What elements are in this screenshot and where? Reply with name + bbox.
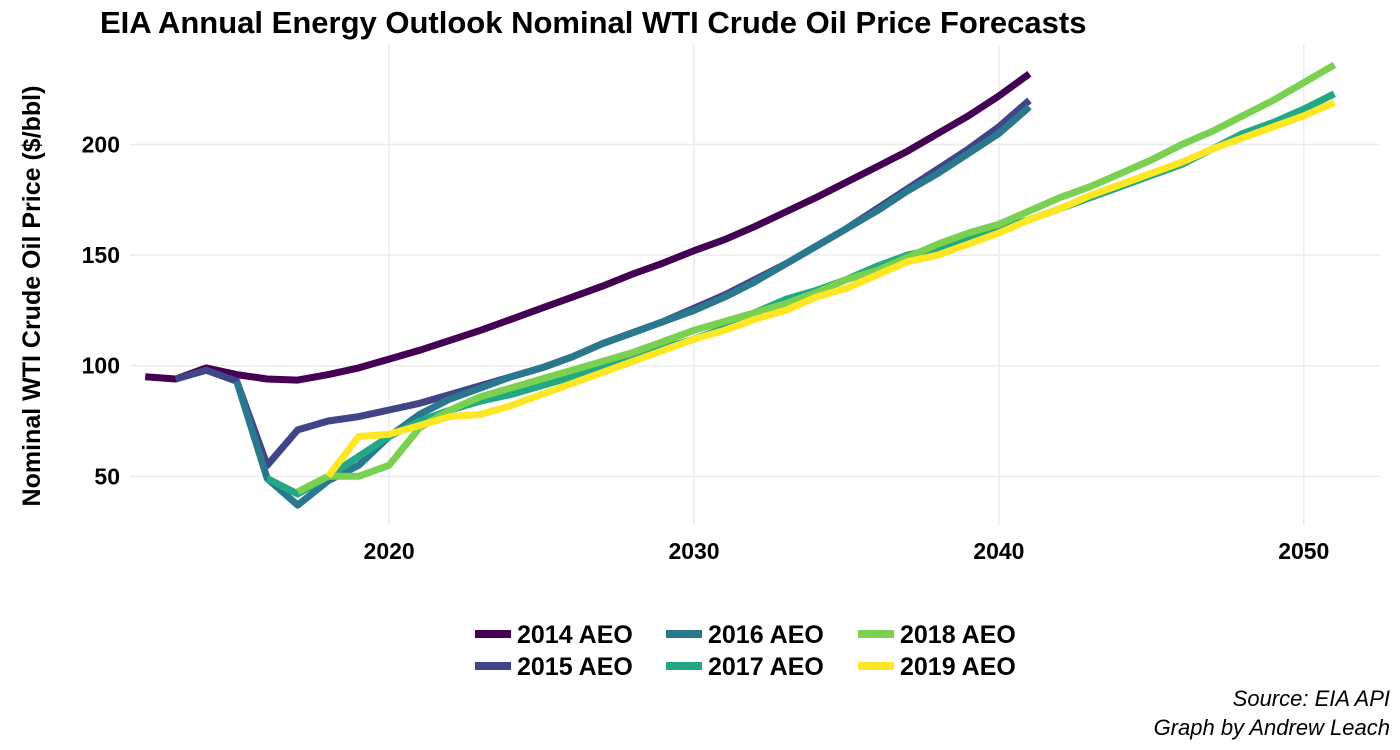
legend-label: 2018 AEO	[900, 621, 1016, 649]
series-line-2018-aeo	[296, 61, 1337, 495]
y-tick-label: 100	[82, 353, 120, 379]
y-axis-label: Nominal WTI Crude Oil Price ($/bbl)	[18, 86, 46, 507]
chart-title: EIA Annual Energy Outlook Nominal WTI Cr…	[100, 5, 1086, 40]
series-line-2016-aeo	[233, 104, 1032, 509]
x-tick-label: 2050	[1278, 538, 1329, 564]
legend-label: 2016 AEO	[708, 621, 824, 649]
legend-label: 2017 AEO	[708, 653, 824, 681]
legend: 2014 AEO 2015 AEO 2016 AEO 2017 AEO 2018 AEO…	[475, 621, 1016, 681]
y-tick-label: 50	[94, 463, 120, 489]
x-tick-label: 2030	[668, 538, 719, 564]
caption-source: Source: EIA API	[1233, 686, 1390, 711]
series-line-2017-aeo	[265, 90, 1336, 498]
axis-ticks: 50 100 150 200 2020 2030 2040 2050	[82, 132, 1330, 564]
y-tick-label: 200	[82, 132, 120, 158]
legend-label: 2019 AEO	[900, 653, 1016, 681]
y-tick-label: 150	[82, 242, 120, 268]
legend-label: 2015 AEO	[517, 653, 633, 681]
caption-author: Graph by Andrew Leach	[1154, 715, 1390, 740]
series-line-2019-aeo	[325, 99, 1336, 479]
x-tick-label: 2040	[973, 538, 1024, 564]
gridlines	[130, 45, 1380, 525]
series-lines	[144, 61, 1337, 509]
legend-label: 2014 AEO	[517, 621, 633, 649]
series-line-2014-aeo	[144, 70, 1032, 384]
x-tick-label: 2020	[364, 538, 415, 564]
